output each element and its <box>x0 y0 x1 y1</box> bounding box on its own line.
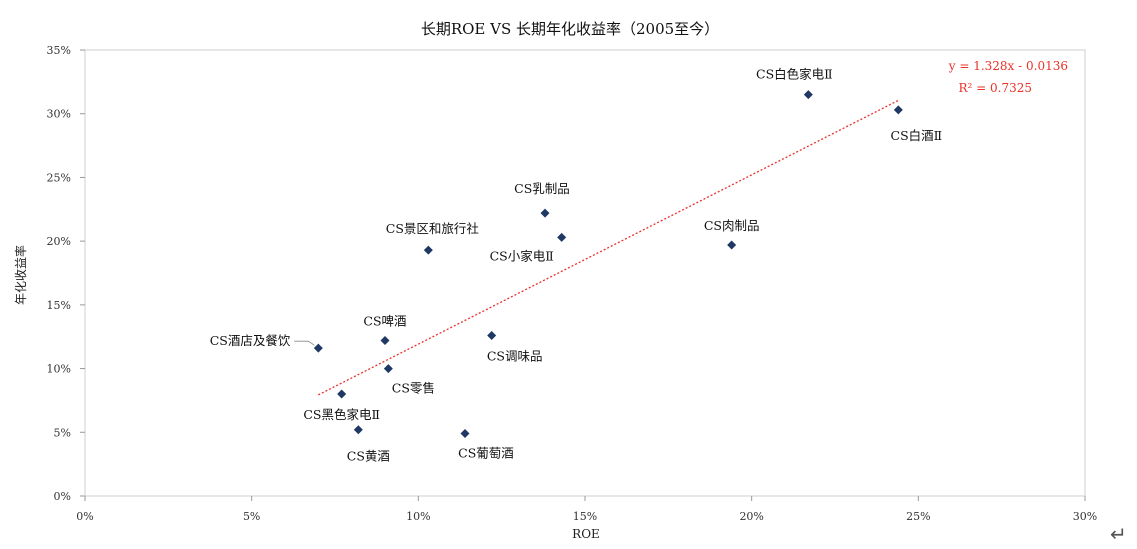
data-point <box>423 245 433 255</box>
plot-border <box>84 49 1086 497</box>
point-label: CS黑色家电Ⅱ <box>303 407 380 422</box>
chart-title: 长期ROE VS 长期年化收益率（2005至今） <box>421 20 719 38</box>
x-axis: 0% 5% 10% 15% 20% 25% 30% <box>76 496 1097 523</box>
x-axis-title: ROE <box>572 527 600 541</box>
point-label: CS肉制品 <box>704 218 760 233</box>
x-tick-label: 10% <box>406 510 430 523</box>
data-point <box>313 343 323 353</box>
data-point <box>557 232 567 242</box>
data-point <box>460 429 470 439</box>
point-label: CS白色家电Ⅱ <box>756 67 833 82</box>
point-label: CS乳制品 <box>514 181 570 196</box>
x-tick-label: 0% <box>76 510 93 523</box>
data-point <box>353 425 363 435</box>
y-tick-label: 25% <box>47 171 71 184</box>
trendline-line <box>318 99 899 396</box>
x-tick-label: 15% <box>573 510 597 523</box>
y-axis: 0% 5% 10% 15% 20% 25% 30% 35% <box>47 44 85 503</box>
point-labels: CS白色家电Ⅱ CS白酒Ⅱ CS乳制品 CS小家电Ⅱ CS景区和旅行社 CS肉制品 CS啤酒… <box>210 67 942 464</box>
point-label: CS景区和旅行社 <box>386 221 479 236</box>
point-label: CS小家电Ⅱ <box>490 248 554 263</box>
point-label: CS白酒Ⅱ <box>891 128 943 143</box>
y-tick-label: 20% <box>47 235 71 248</box>
label-leader-line <box>294 340 315 346</box>
trendline <box>318 99 899 396</box>
data-point <box>487 330 497 340</box>
data-point <box>337 389 347 399</box>
data-point <box>893 105 903 115</box>
data-points <box>313 90 903 439</box>
data-point <box>540 208 550 218</box>
point-label: CS酒店及餐饮 <box>210 333 291 348</box>
data-point <box>380 336 390 346</box>
data-point <box>383 364 393 374</box>
point-label: CS黄酒 <box>347 449 390 464</box>
data-point <box>803 90 813 100</box>
point-label: CS葡萄酒 <box>458 446 514 461</box>
point-label: CS调味品 <box>487 348 543 363</box>
y-tick-label: 5% <box>54 426 71 439</box>
x-tick-label: 25% <box>906 510 930 523</box>
plot-area <box>84 49 1086 497</box>
y-tick-label: 30% <box>47 108 71 121</box>
x-tick-label: 30% <box>1073 510 1097 523</box>
y-tick-label: 15% <box>47 299 71 312</box>
y-axis-title: 年化收益率 <box>13 245 28 305</box>
y-tick-label: 35% <box>47 44 71 57</box>
point-label: CS零售 <box>392 381 435 396</box>
trendline-r2: R² = 0.7325 <box>958 81 1032 95</box>
x-tick-label: 5% <box>243 510 260 523</box>
point-label: CS啤酒 <box>363 314 406 329</box>
x-tick-label: 20% <box>739 510 763 523</box>
y-tick-label: 10% <box>47 363 71 376</box>
trendline-equation: y = 1.328x - 0.0136 <box>948 59 1068 73</box>
data-point <box>727 240 737 250</box>
return-arrow-icon: ↵ <box>1110 522 1127 546</box>
y-tick-label: 0% <box>54 490 71 503</box>
